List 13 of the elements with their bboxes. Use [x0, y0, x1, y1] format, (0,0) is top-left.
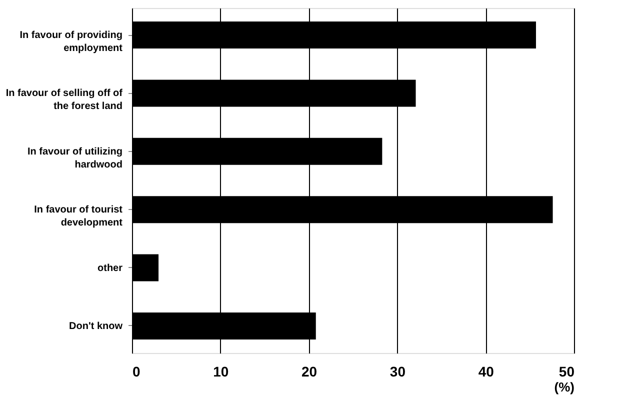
y-tick-label: In favour of tourist development: [34, 204, 124, 229]
y-tick-label: In favour of selling off of the forest land: [6, 88, 124, 112]
y-tick-label: other: [98, 262, 123, 274]
x-tick-label: 40: [478, 364, 494, 380]
x-tick-label: 10: [213, 364, 229, 380]
x-tick-label: 50: [558, 364, 575, 380]
y-tick-label: Don't know: [69, 320, 123, 332]
x-tick-label: 0: [132, 364, 140, 380]
x-tick-label: 20: [302, 364, 318, 380]
y-tick-label: In favour of utilizing hardwood: [28, 146, 122, 170]
x-axis-title: (%): [554, 380, 574, 394]
y-tick-label: In favour of providing employment: [20, 30, 124, 54]
x-tick-label: 30: [390, 364, 406, 380]
